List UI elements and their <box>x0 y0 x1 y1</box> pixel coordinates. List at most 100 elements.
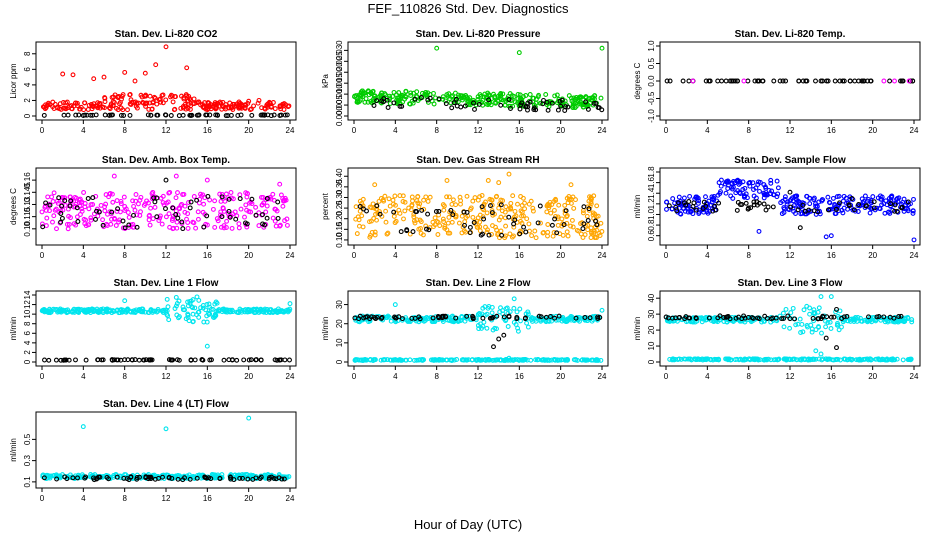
data-point <box>787 198 793 204</box>
data-point <box>799 321 805 327</box>
data-point <box>489 197 494 203</box>
data-point <box>484 210 490 216</box>
data-point <box>82 100 87 106</box>
data-point <box>176 298 182 304</box>
data-point <box>579 94 584 100</box>
data-point <box>725 178 731 184</box>
data-point <box>820 78 825 84</box>
data-point <box>900 357 906 363</box>
data-point <box>703 78 709 84</box>
data-point <box>455 92 461 98</box>
data-point <box>580 226 586 232</box>
x-tick-label: 16 <box>827 251 836 260</box>
data-point <box>850 197 856 202</box>
data-point <box>441 203 447 209</box>
data-point <box>126 214 132 220</box>
data-point <box>816 199 822 205</box>
data-point <box>911 237 917 243</box>
data-point <box>404 227 410 233</box>
data-point <box>667 78 673 84</box>
data-point <box>481 319 487 325</box>
data-point <box>372 232 378 238</box>
data-point <box>505 357 511 363</box>
data-point <box>78 200 84 206</box>
data-point <box>690 211 696 217</box>
data-point <box>511 233 516 239</box>
data-point <box>788 310 794 316</box>
x-tick-label: 0 <box>40 494 45 503</box>
series-3 <box>663 306 904 351</box>
data-point <box>112 216 118 222</box>
panel-title: Stan. Dev. Line 2 Flow <box>426 278 531 289</box>
data-point <box>751 193 757 199</box>
y-axis-label: ml/min <box>633 195 642 219</box>
data-point <box>370 88 376 94</box>
data-point <box>524 216 530 222</box>
data-point <box>669 315 675 321</box>
chart-panel-5: Stan. Dev. Gas Stream RH0 4 8 12 16 20 240.100… <box>321 155 609 260</box>
data-point <box>56 195 62 201</box>
data-point <box>114 208 120 214</box>
y-axis-label: Licor ppm <box>9 63 18 98</box>
data-point <box>187 205 193 211</box>
data-point <box>152 476 158 482</box>
y-tick-label: 2 <box>23 350 32 355</box>
data-point <box>204 213 210 219</box>
data-point <box>66 357 72 363</box>
data-point <box>213 473 218 479</box>
data-point <box>882 210 888 216</box>
data-point <box>768 357 774 363</box>
data-point <box>870 194 876 200</box>
y-tick-label: 0.20 <box>335 210 344 226</box>
data-point <box>907 356 913 362</box>
data-point <box>357 204 363 209</box>
data-point <box>597 233 603 238</box>
data-point <box>911 196 916 202</box>
data-point <box>476 311 482 316</box>
y-tick-label: 4 <box>23 82 32 87</box>
data-point <box>783 78 789 84</box>
x-tick-label: 24 <box>598 372 607 381</box>
data-point <box>591 100 597 106</box>
data-point <box>163 214 169 220</box>
data-point <box>491 344 496 350</box>
data-point <box>134 105 140 111</box>
data-point <box>374 203 380 209</box>
data-point <box>807 201 813 207</box>
data-point <box>548 210 554 216</box>
x-tick-label: 0 <box>352 251 357 260</box>
data-point <box>118 112 124 118</box>
data-point <box>450 93 456 99</box>
data-point <box>519 100 525 106</box>
data-point <box>823 324 829 330</box>
data-point <box>154 214 160 220</box>
data-point <box>105 211 110 217</box>
data-point <box>565 233 571 239</box>
series-1 <box>664 78 916 84</box>
data-point <box>510 357 516 363</box>
data-point <box>910 210 916 216</box>
data-point <box>443 98 448 104</box>
data-point <box>867 356 873 362</box>
data-point <box>180 307 186 313</box>
data-point <box>595 213 601 219</box>
x-tick-label: 12 <box>474 251 483 260</box>
data-point <box>800 202 806 208</box>
data-point <box>580 357 585 363</box>
data-point <box>70 475 76 481</box>
data-point <box>42 357 47 363</box>
data-point <box>564 229 570 235</box>
data-point <box>475 97 481 102</box>
x-tick-label: 8 <box>122 494 127 503</box>
data-point <box>696 198 702 204</box>
data-point <box>191 194 197 199</box>
data-point <box>506 313 512 319</box>
data-point <box>243 202 249 208</box>
data-point <box>530 208 536 214</box>
data-point <box>118 201 124 207</box>
data-point <box>555 214 561 220</box>
data-point <box>188 199 194 205</box>
data-point <box>544 102 550 108</box>
data-point <box>498 305 503 311</box>
